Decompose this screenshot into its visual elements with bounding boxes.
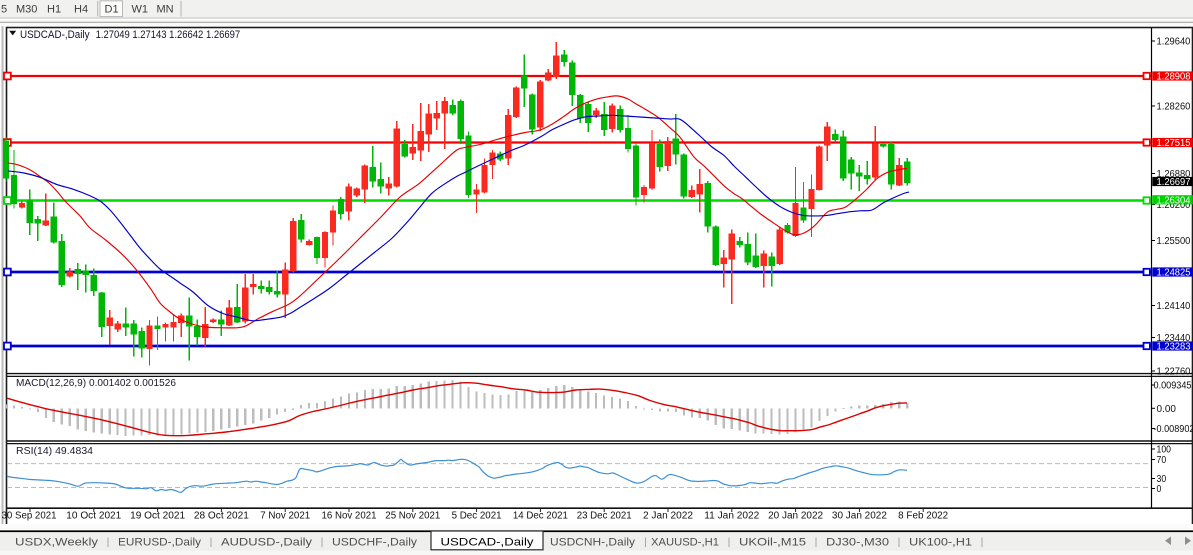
svg-text:10 Oct 2021: 10 Oct 2021 bbox=[66, 511, 121, 522]
svg-text:30 Sep 2021: 30 Sep 2021 bbox=[2, 511, 57, 522]
svg-text:7 Nov 2021: 7 Nov 2021 bbox=[260, 511, 310, 522]
svg-text:USDCAD-,Daily: USDCAD-,Daily bbox=[441, 537, 535, 549]
svg-text:MN: MN bbox=[157, 4, 174, 16]
svg-text:M30: M30 bbox=[16, 4, 37, 16]
svg-text:16 Nov 2021: 16 Nov 2021 bbox=[322, 511, 377, 522]
svg-text:H4: H4 bbox=[74, 4, 88, 16]
svg-text:|: | bbox=[815, 536, 818, 548]
svg-text:70: 70 bbox=[1157, 455, 1167, 466]
svg-text:XAUUSD-,H1: XAUUSD-,H1 bbox=[651, 537, 719, 549]
svg-text:5 Dec 2021: 5 Dec 2021 bbox=[452, 511, 502, 522]
svg-text:14 Dec 2021: 14 Dec 2021 bbox=[513, 511, 568, 522]
svg-text:28 Oct 2021: 28 Oct 2021 bbox=[194, 511, 249, 522]
svg-text:UKOil-,M15: UKOil-,M15 bbox=[739, 537, 806, 549]
svg-text:EURUSD-,Daily: EURUSD-,Daily bbox=[118, 537, 202, 549]
svg-text:25 Nov 2021: 25 Nov 2021 bbox=[385, 511, 440, 522]
svg-text:19 Oct 2021: 19 Oct 2021 bbox=[130, 511, 185, 522]
svg-text:100: 100 bbox=[1157, 445, 1172, 456]
svg-text:2 Jan 2022: 2 Jan 2022 bbox=[643, 511, 693, 522]
svg-text:|: | bbox=[107, 536, 110, 548]
svg-text:1.26697: 1.26697 bbox=[1157, 177, 1191, 188]
svg-text:RSI(14) 49.4834: RSI(14) 49.4834 bbox=[16, 446, 94, 457]
svg-text:|: | bbox=[210, 536, 213, 548]
svg-text:|: | bbox=[981, 536, 984, 548]
svg-text:1.28260: 1.28260 bbox=[1157, 102, 1191, 113]
svg-text:W1: W1 bbox=[132, 4, 149, 16]
svg-text:1.22760: 1.22760 bbox=[1157, 367, 1191, 378]
svg-text:|: | bbox=[728, 536, 731, 548]
svg-text:1.24140: 1.24140 bbox=[1157, 301, 1191, 312]
svg-text:0: 0 bbox=[1157, 484, 1162, 495]
svg-text:1.23440: 1.23440 bbox=[1157, 333, 1191, 344]
svg-text:5: 5 bbox=[1, 4, 7, 16]
svg-text:1.26304: 1.26304 bbox=[1157, 195, 1192, 206]
svg-text:1.29640: 1.29640 bbox=[1157, 37, 1191, 48]
svg-text:1.26200: 1.26200 bbox=[1157, 200, 1191, 211]
svg-text:D1: D1 bbox=[105, 4, 119, 16]
svg-text:UK100-,H1: UK100-,H1 bbox=[909, 537, 972, 549]
svg-text:1.28908: 1.28908 bbox=[1157, 72, 1192, 83]
svg-text:1.23283: 1.23283 bbox=[1157, 342, 1192, 353]
svg-text:USDCHF-,Daily: USDCHF-,Daily bbox=[332, 537, 418, 549]
svg-text:USDX,Weekly: USDX,Weekly bbox=[15, 537, 99, 549]
svg-text:1.24825: 1.24825 bbox=[1157, 268, 1192, 279]
svg-text:|: | bbox=[321, 536, 324, 548]
svg-text:-0.008902: -0.008902 bbox=[1154, 424, 1193, 435]
svg-text:1.27515: 1.27515 bbox=[1157, 138, 1192, 149]
svg-text:0.009345: 0.009345 bbox=[1154, 381, 1193, 392]
svg-text:|: | bbox=[644, 536, 647, 548]
svg-text:AUDUSD-,Daily: AUDUSD-,Daily bbox=[221, 537, 313, 549]
svg-text:MACD(12,26,9) 0.001402 0.00152: MACD(12,26,9) 0.001402 0.001526 bbox=[16, 378, 177, 389]
svg-text:1.26880: 1.26880 bbox=[1157, 169, 1191, 180]
svg-text:30 Jan 2022: 30 Jan 2022 bbox=[832, 511, 887, 522]
svg-text:H1: H1 bbox=[47, 4, 61, 16]
svg-text:20 Jan 2022: 20 Jan 2022 bbox=[768, 511, 823, 522]
svg-text:8 Feb 2022: 8 Feb 2022 bbox=[898, 511, 948, 522]
svg-text:1.25500: 1.25500 bbox=[1157, 236, 1191, 247]
svg-text:|: | bbox=[898, 536, 901, 548]
svg-text:USDCAD-,Daily: USDCAD-,Daily bbox=[20, 29, 90, 41]
svg-text:11 Jan 2022: 11 Jan 2022 bbox=[704, 511, 759, 522]
svg-text:0.00: 0.00 bbox=[1157, 404, 1177, 415]
svg-text:USDCNH-,Daily: USDCNH-,Daily bbox=[550, 537, 636, 549]
svg-text:23 Dec 2021: 23 Dec 2021 bbox=[577, 511, 632, 522]
svg-text:30: 30 bbox=[1157, 474, 1167, 485]
svg-text:1.27049 1.27143 1.26642 1.2669: 1.27049 1.27143 1.26642 1.26697 bbox=[96, 29, 241, 41]
svg-text:DJ30-,M30: DJ30-,M30 bbox=[826, 537, 889, 549]
